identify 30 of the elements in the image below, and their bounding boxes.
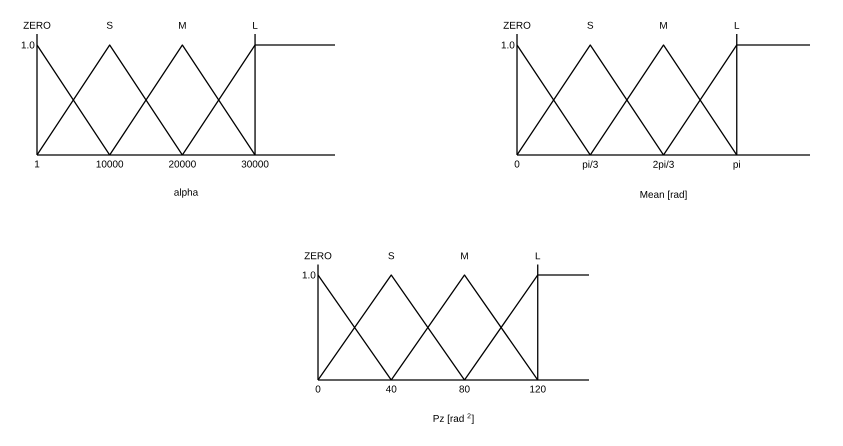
x-axis-title: alpha — [174, 188, 198, 198]
x-tick-label: 10000 — [96, 160, 124, 168]
x-axis-title: Pz [rad $^{2}$] — [434, 413, 474, 424]
series-label: ZERO — [503, 22, 530, 29]
x-tick-label: 30000 — [242, 160, 269, 168]
x-tick-label: 80 — [459, 386, 470, 393]
x-tick-label: 40 — [386, 386, 396, 393]
text: 1.0 — [502, 41, 514, 49]
series-label: L — [253, 22, 258, 29]
series-label: M — [461, 252, 468, 260]
x-tick-label: pi — [734, 160, 740, 170]
series-label: S — [388, 252, 394, 260]
x-tick-label: 0 — [316, 386, 320, 393]
x-tick-label: 1 — [34, 160, 40, 168]
series-label: M — [179, 22, 186, 29]
x-tick-label: 120 — [530, 386, 546, 393]
text: 1.0 — [302, 271, 316, 279]
x-axis-title: Mean [rad] — [640, 190, 687, 200]
x-tick-label: 2pi/3 — [653, 160, 674, 170]
series-label: L — [734, 22, 740, 29]
x-tick-label: 20000 — [169, 160, 196, 168]
series-label: S — [587, 22, 594, 29]
series-label: M — [660, 22, 667, 29]
x-tick-label: 0 — [514, 160, 520, 168]
x-tick-label: pi/3 — [582, 160, 598, 170]
series-label: ZERO — [23, 22, 50, 29]
series-label: ZERO — [304, 252, 332, 260]
text: 1.0 — [22, 41, 34, 49]
series-label: S — [106, 22, 113, 29]
series-label: L — [536, 252, 540, 260]
